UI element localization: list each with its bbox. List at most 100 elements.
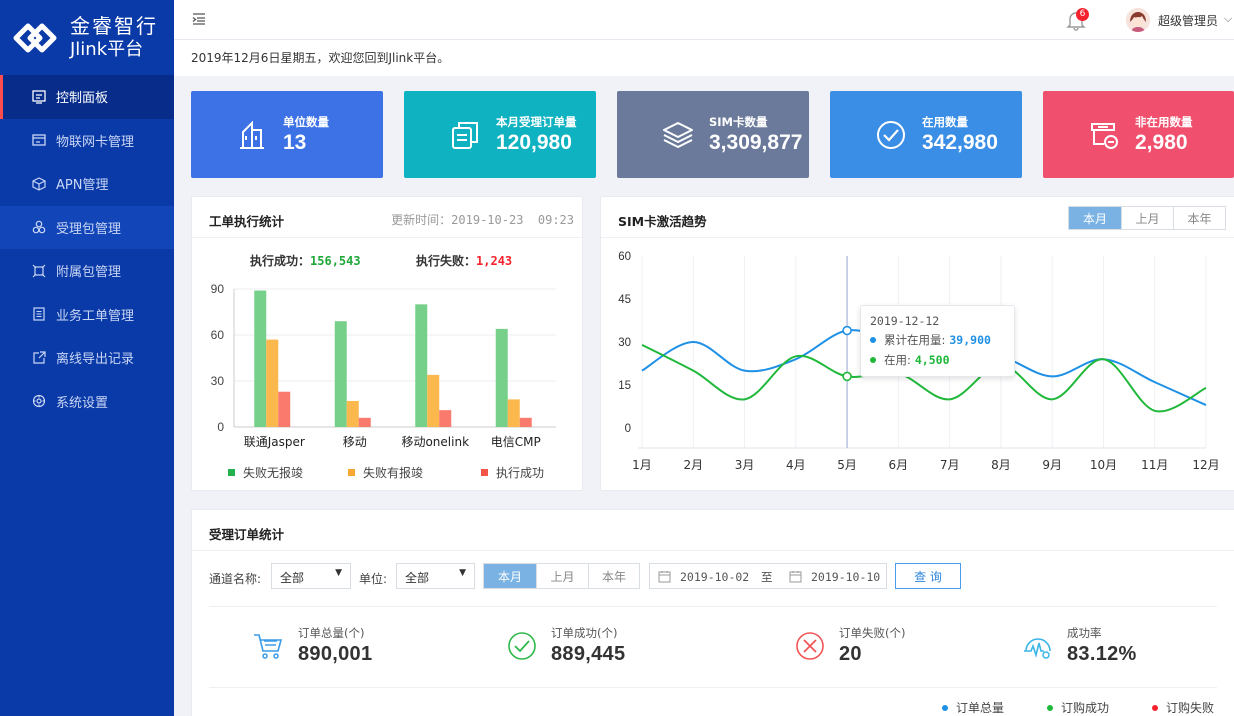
sidebar-item-work-orders[interactable]: 业务工单管理 [0,293,174,337]
logo-icon [13,23,57,52]
sidebar-item-dashboard[interactable]: 控制面板 [0,75,174,119]
sidebar-item-offline-export[interactable]: 离线导出记录 [0,336,174,380]
orders-icon [452,121,478,149]
x-tick-label: 8月 [991,458,1011,472]
tab-this-month[interactable]: 本月 [484,564,536,588]
tab-last-month[interactable]: 上月 [536,564,588,588]
work-order-panel: 工单执行统计 更新时间：2019-10-23 09:23 执行成功：156,54… [191,196,583,491]
sidebar-item-attached-packages[interactable]: 附属包管理 [0,249,174,293]
success-label: 执行成功： [250,254,311,268]
cube-icon [32,177,46,191]
query-button[interactable]: 查 询 [895,563,961,589]
bar [439,410,452,427]
bar [254,290,267,427]
stat-value: 2,980 [1135,130,1188,154]
channel-select[interactable]: 全部 ▼ [271,563,351,589]
bar [495,328,508,427]
unit-label: 单位: [359,572,388,586]
legend-item: 失败无报竣 [228,464,303,481]
user-name[interactable]: 超级管理员 [1158,14,1219,28]
chevron-down-icon[interactable]: ⌵ [1224,12,1233,25]
legend-item: 订购成功 [1047,699,1109,716]
channel-label: 通道名称: [209,572,262,586]
legend-label: 订购失败 [1166,701,1215,715]
calendar-icon [789,571,802,583]
tooltip-value: 4,500 [914,353,950,367]
stat-label: 非在用数量 [1135,114,1193,129]
summary-success-rate: 成功率 83.12% [1021,618,1137,674]
bar [346,400,359,427]
unit-value: 全部 [405,571,430,585]
stat-value: 120,980 [496,130,572,154]
date-range-picker[interactable]: 2019-10-02 至 2019-10-10 [649,563,887,589]
tooltip-row: 累计在用量: 39,900 [870,332,1005,348]
summary-total-orders: 订单总量(个) 890,001 [252,618,372,674]
x-tick-label: 移动onelink [401,435,469,449]
stat-card-monthly-orders[interactable]: 本月受理订单量 120,980 [404,91,596,178]
avatar[interactable] [1126,8,1150,32]
summary-failed-orders: 订单失败(个) 20 [793,618,905,674]
success-summary: 执行成功：156,543 [250,252,361,269]
update-time-value: 2019-10-23 09:23 [451,213,574,227]
orders-panel: 受理订单统计 通道名称: 全部 ▼ 单位: 全部 ▼ 本月 上月 本年 2019-1… [191,509,1234,716]
summary-label: 订单总量(个) [298,626,365,640]
y-tick-label: 30 [211,374,225,388]
check-circle-icon [508,632,536,660]
sidebar-item-label: 离线导出记录 [56,352,135,368]
stat-card-units[interactable]: 单位数量 13 [191,91,383,178]
x-tick-label: 11月 [1141,458,1168,472]
sidebar: 金睿智行 Jlink平台 控制面板 物联网卡管理 APN管理 受理包管理 附属包… [0,0,174,716]
legend-item: 订购失败 [1152,699,1214,716]
sidebar-item-iot-cards[interactable]: 物联网卡管理 [0,119,174,163]
y-tick-label: 0 [217,420,224,434]
summary-label: 成功率 [1067,626,1102,640]
tooltip-row: 在用: 4,500 [870,352,1005,368]
x-tick-label: 12月 [1192,458,1219,472]
y-tick-label: 60 [618,251,631,263]
app-title: 金睿智行 [70,13,158,38]
panel-title: 受理订单统计 [209,527,285,542]
x-tick-label: 移动 [343,435,367,449]
sidebar-item-apn[interactable]: APN管理 [0,162,174,206]
sidebar-item-settings[interactable]: 系统设置 [0,380,174,424]
legend-swatch [1047,704,1053,711]
unit-select[interactable]: 全部 ▼ [396,563,475,589]
stat-card-in-use[interactable]: 在用数量 342,980 [830,91,1022,178]
sidebar-item-packages[interactable]: 受理包管理 [0,205,174,249]
x-tick-label: 5月 [837,458,857,472]
summary-label: 订单失败(个) [839,626,906,640]
stat-label: 本月受理订单量 [496,114,577,129]
rate-icon [1024,638,1051,659]
tab-this-year[interactable]: 本年 [588,564,639,588]
menu-toggle-icon[interactable] [192,12,206,26]
summary-label: 订单成功(个) [551,626,618,640]
success-value: 156,543 [310,254,361,268]
topbar: 6 超级管理员 ⌵ [174,0,1234,40]
tab-this-month[interactable]: 本月 [1069,207,1121,229]
legend-label: 订购成功 [1061,701,1110,715]
sidebar-item-label: 受理包管理 [56,221,122,237]
update-time-label: 更新时间： [391,213,452,227]
date-separator: 至 [761,570,773,584]
tooltip-date: 2019-12-12 [870,314,940,328]
summary-value: 890,001 [298,643,373,665]
legend-label: 失败无报竣 [243,466,304,480]
update-time: 更新时间：2019-10-23 09:23 [391,211,574,228]
fail-value: 1,243 [476,254,513,268]
building-icon [240,120,264,149]
stat-card-not-in-use[interactable]: 非在用数量 2,980 [1043,91,1234,178]
attach-icon [32,264,46,278]
tab-this-year[interactable]: 本年 [1173,207,1225,229]
y-tick-label: 15 [618,380,631,392]
package-icon [32,220,46,234]
app-subtitle: Jlink平台 [70,38,144,60]
date-from: 2019-10-02 [680,570,750,584]
y-tick-label: 45 [618,294,631,306]
stat-card-sim-count[interactable]: SIM卡数量 3,309,877 [617,91,809,178]
tab-last-month[interactable]: 上月 [1121,207,1173,229]
legend-label: 订单总量 [956,701,1005,715]
notification-badge: 6 [1076,8,1089,21]
summary-successful-orders: 订单成功(个) 889,445 [505,618,625,674]
legend-item: 订单总量 [942,699,1004,716]
x-tick-label: 10月 [1090,458,1117,472]
